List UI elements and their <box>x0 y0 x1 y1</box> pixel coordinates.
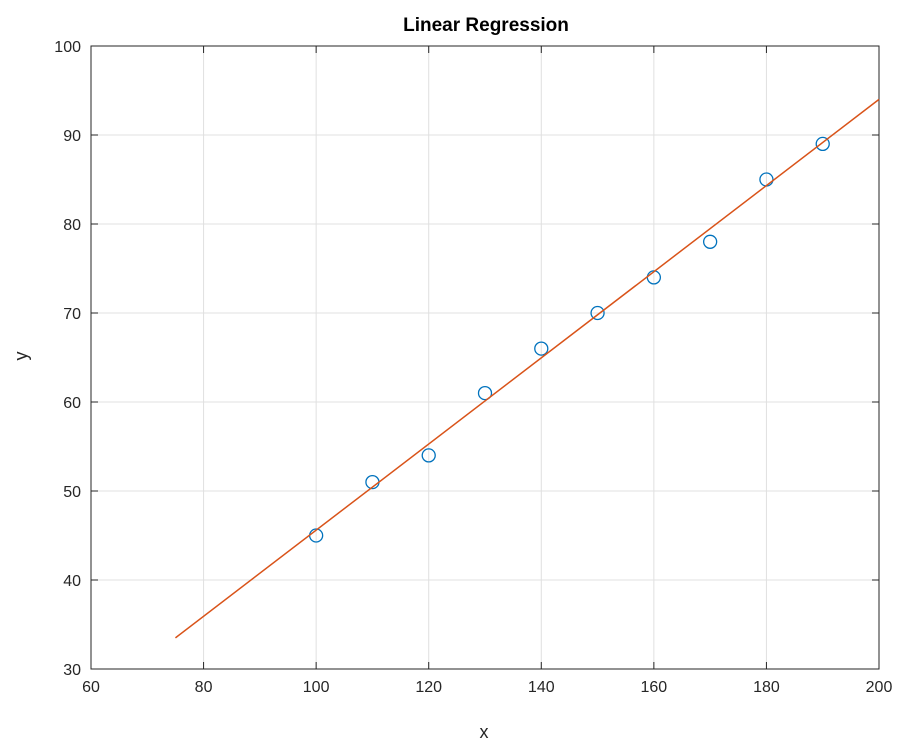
grid <box>90 45 880 670</box>
y-axis-label: y <box>11 352 31 361</box>
y-tick-label: 50 <box>63 484 81 501</box>
data-point <box>702 234 718 249</box>
data-point <box>590 305 605 321</box>
y-tick-label: 60 <box>63 395 81 412</box>
y-tick-labels: 30 40 50 60 70 80 90 100 <box>54 39 81 679</box>
x-tick-label: 120 <box>415 679 442 696</box>
data-point <box>815 136 830 152</box>
x-tick-label: 200 <box>866 679 893 696</box>
y-tick-label: 30 <box>63 662 81 679</box>
y-tick-label: 40 <box>63 573 81 590</box>
data-point <box>421 448 436 463</box>
x-axis-label: x <box>480 722 489 741</box>
y-tick-label: 70 <box>63 306 81 323</box>
y-tick-label: 100 <box>54 39 81 56</box>
data-point <box>534 341 549 356</box>
plot-area <box>90 45 880 670</box>
x-tick-label: 180 <box>753 679 780 696</box>
x-tick-label: 60 <box>82 679 100 696</box>
x-tick-labels: 60 80 100 120 140 160 180 200 <box>82 679 892 696</box>
series-layer <box>174 98 880 639</box>
x-tick-label: 80 <box>195 679 213 696</box>
y-tick-label: 90 <box>63 128 81 145</box>
chart-title: Linear Regression <box>403 15 569 36</box>
y-tick-marks <box>91 45 879 670</box>
x-tick-label: 140 <box>528 679 555 696</box>
x-tick-marks <box>90 46 880 669</box>
y-tick-label: 80 <box>63 217 81 234</box>
x-tick-label: 100 <box>303 679 330 696</box>
data-point <box>477 385 493 401</box>
regression-line <box>174 98 880 639</box>
x-tick-label: 160 <box>641 679 668 696</box>
